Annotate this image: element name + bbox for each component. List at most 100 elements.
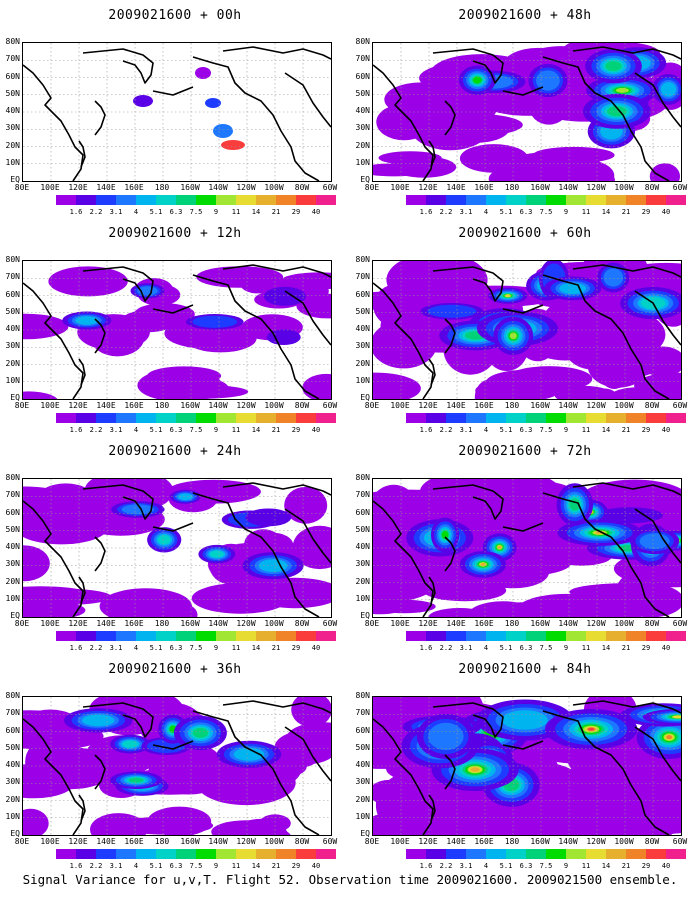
forecast-panel: 2009021600 + 24h 80N 70N 60N 50N 40N 30N 20N 10N… [0, 436, 350, 661]
lat-tick-label: 50N [5, 306, 20, 316]
colorbar-label: 9 [563, 208, 569, 216]
coastline [23, 64, 84, 181]
colorbar-label: 4 [133, 644, 139, 652]
colorbar-swatch [316, 195, 336, 205]
coastline [152, 86, 194, 96]
lon-tick-label: 100W [614, 619, 634, 628]
colorbar-label: 2.2 [89, 208, 103, 216]
variance-patch [23, 545, 50, 582]
colorbar-swatch [276, 413, 296, 423]
colorbar-label: 7.5 [539, 426, 553, 434]
variance-patch [574, 339, 651, 365]
panel-title: 2009021600 + 12h [108, 226, 242, 241]
colorbar-label: 11 [581, 644, 591, 652]
coastline [284, 290, 331, 346]
colorbar-label: 5.1 [149, 862, 163, 870]
colorbar-label: 2.2 [439, 644, 453, 652]
colorbar-swatch [116, 849, 136, 859]
variance-patch [23, 313, 69, 340]
lon-tick-label: 140E [96, 837, 116, 846]
lon-tick-label: 60W [672, 837, 688, 846]
forecast-panel: 2009021600 + 84h 80N 70N 60N 50N 40N 30N 20N 10N… [350, 654, 700, 879]
colorbar-swatch [666, 413, 686, 423]
lon-tick-label: 140W [208, 401, 228, 410]
lon-tick-label: 100E [40, 401, 60, 410]
colorbar-label: 5.1 [149, 426, 163, 434]
lon-tick-label: 60W [672, 183, 688, 192]
variance-field [373, 479, 681, 617]
colorbar-label: 21 [271, 644, 281, 652]
lat-tick-label: 50N [355, 306, 370, 316]
lon-tick-label: 160E [474, 837, 494, 846]
colorbar-label: 7.5 [539, 862, 553, 870]
variance-field [23, 479, 331, 617]
lon-tick-label: 80W [644, 401, 660, 410]
colorbar-swatch [446, 849, 466, 859]
variance-patch [118, 816, 214, 835]
coastline [78, 358, 86, 386]
colorbar-swatch [296, 631, 316, 641]
forecast-panel: 2009021600 + 36h 80N 70N 60N 50N 40N 30N 20N 10N… [0, 654, 350, 879]
colorbar [406, 631, 686, 641]
lon-tick-label: 160E [124, 183, 144, 192]
lat-tick-label: 10N [355, 593, 370, 603]
coastline [428, 576, 436, 604]
variance-core [192, 727, 209, 738]
lon-tick-label: 80E [364, 837, 380, 846]
lat-tick-label: EQ [360, 829, 370, 838]
colorbar-swatch [566, 413, 586, 423]
coastline [284, 508, 331, 564]
colorbar-label: 14 [601, 644, 611, 652]
variance-core [192, 315, 238, 328]
colorbar-label: 3.1 [459, 862, 473, 870]
colorbar-swatch [136, 631, 156, 641]
lon-tick-label: 80E [14, 401, 30, 410]
colorbar-swatch [236, 631, 256, 641]
forecast-panel: 2009021600 + 12h 80N 70N 60N 50N 40N 30N 20N 10N… [0, 218, 350, 443]
colorbar-swatch [446, 413, 466, 423]
lat-tick-label: 70N [355, 54, 370, 64]
map-area [22, 260, 332, 400]
colorbar-swatch [256, 849, 276, 859]
coastline [222, 700, 331, 714]
lon-tick-label: 120W [586, 401, 606, 410]
lon-tick-label: 160E [474, 183, 494, 192]
colorbar-swatch [466, 413, 486, 423]
variance-patch [649, 163, 680, 181]
colorbar-label: 4 [133, 426, 139, 434]
map-area [22, 42, 332, 182]
colorbar-label: 6.3 [169, 644, 183, 652]
coastline [432, 48, 504, 84]
colorbar-swatch [136, 849, 156, 859]
variance-patch [48, 266, 128, 297]
lat-tick-label: 30N [355, 777, 370, 787]
colorbar-label: 3.1 [459, 208, 473, 216]
lat-tick-label: 60N [355, 507, 370, 517]
variance-patch [231, 825, 291, 835]
variance-patch [302, 373, 331, 399]
colorbar-swatch [216, 631, 236, 641]
graticule [373, 697, 681, 835]
variance-core [75, 316, 99, 325]
colorbar-swatch [276, 849, 296, 859]
colorbar-swatch [426, 631, 446, 641]
lat-tick-label: EQ [10, 829, 20, 838]
colorbar-swatch [76, 849, 96, 859]
lat-tick-label: 10N [5, 593, 20, 603]
lat-tick-label: EQ [10, 393, 20, 402]
lat-tick-label: 50N [5, 88, 20, 98]
colorbar-label: 4 [483, 426, 489, 434]
lat-tick-label: 10N [5, 375, 20, 385]
variance-core [210, 550, 224, 558]
lat-tick-label: 80N [5, 473, 20, 482]
colorbar-swatch [466, 195, 486, 205]
coastline [634, 726, 681, 782]
panel-title: 2009021600 + 00h [108, 8, 242, 23]
coastline [428, 794, 436, 822]
colorbar-swatch [56, 195, 76, 205]
coastline [444, 318, 456, 354]
lon-tick-label: 100E [390, 837, 410, 846]
lat-tick-label: 80N [5, 255, 20, 264]
lon-tick-label: 180 [504, 837, 520, 846]
variance-core [603, 268, 624, 287]
